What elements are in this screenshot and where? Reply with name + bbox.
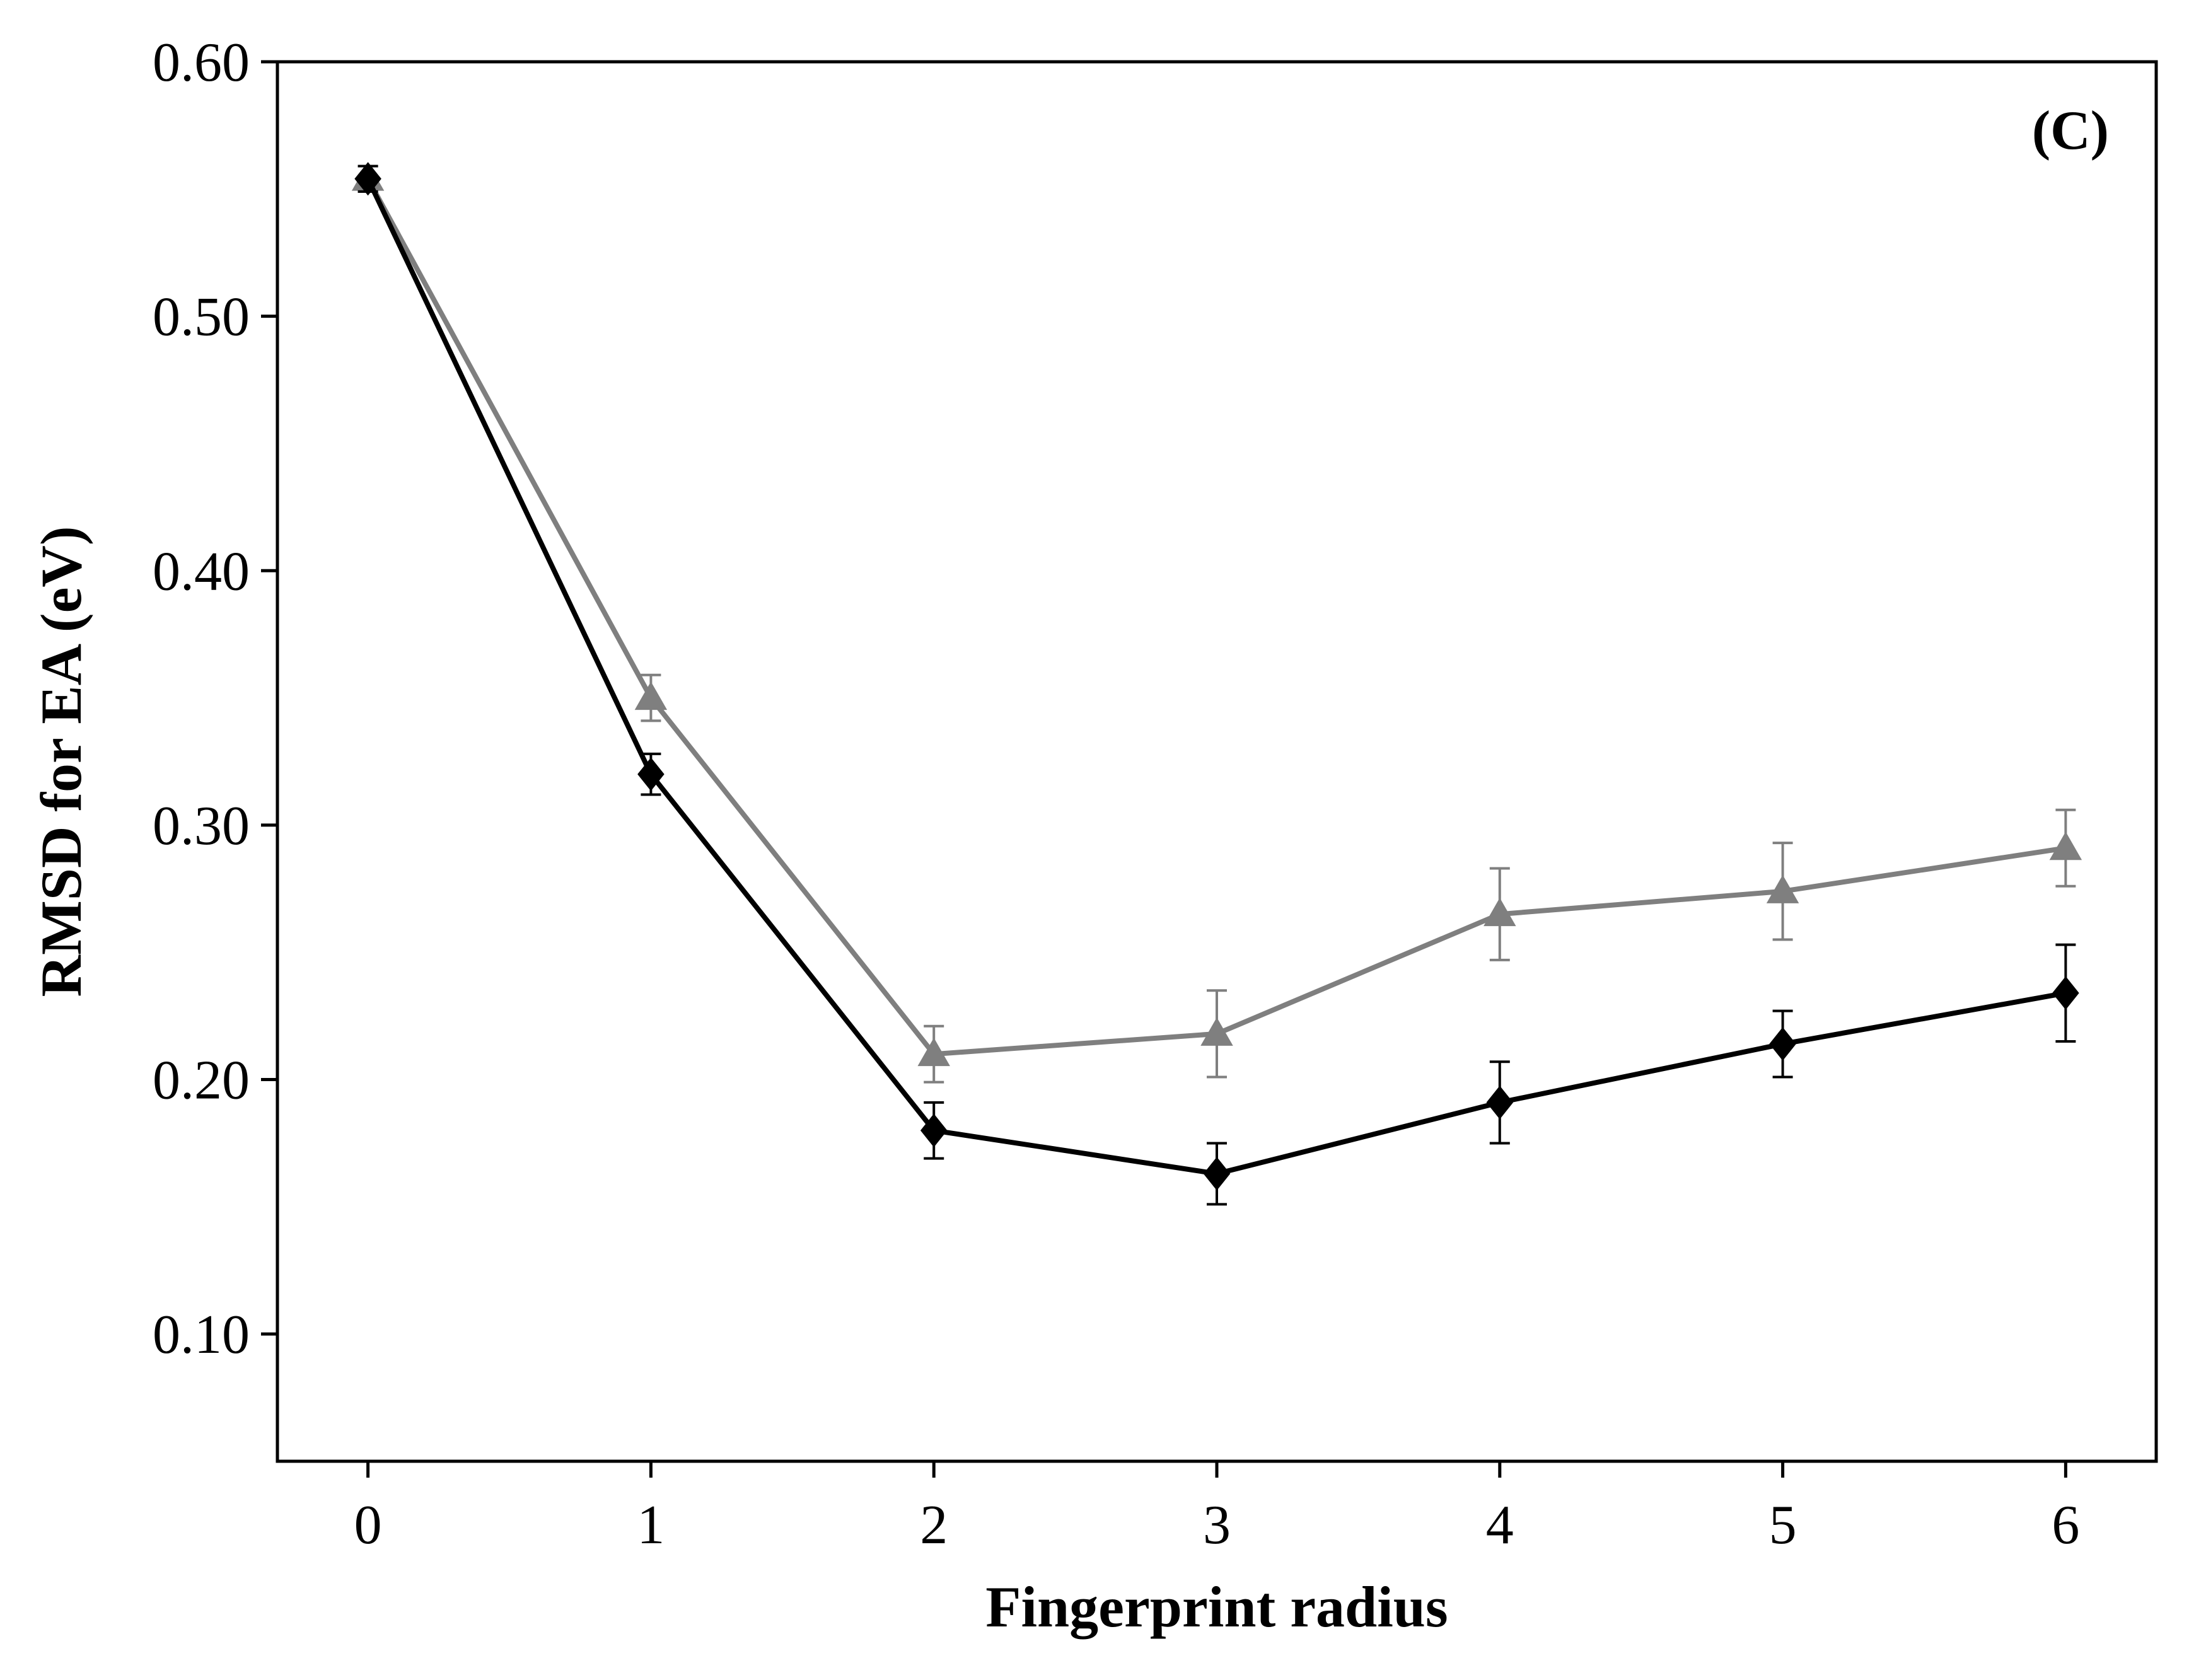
data-point-triangle bbox=[1766, 874, 1799, 903]
data-point-diamond bbox=[2052, 976, 2079, 1010]
x-tick-label: 5 bbox=[1769, 1495, 1797, 1556]
x-axis-title: Fingerprint radius bbox=[985, 1575, 1448, 1639]
y-tick-label: 0.20 bbox=[153, 1050, 250, 1111]
data-point-triangle bbox=[634, 681, 668, 710]
data-point-triangle bbox=[2049, 831, 2082, 860]
series-diamond bbox=[354, 162, 2079, 1206]
x-tick-label: 4 bbox=[1486, 1495, 1514, 1556]
data-point-diamond bbox=[920, 1113, 948, 1147]
y-tick-label: 0.30 bbox=[153, 796, 250, 857]
plot-layer bbox=[351, 162, 2082, 1206]
data-point-triangle bbox=[1484, 898, 1516, 927]
x-tick-label: 6 bbox=[2052, 1495, 2079, 1556]
y-tick-label: 0.10 bbox=[153, 1304, 250, 1365]
x-tick-label: 0 bbox=[354, 1495, 382, 1556]
y-tick-label: 0.60 bbox=[153, 32, 250, 93]
data-point-diamond bbox=[1203, 1157, 1231, 1191]
y-axis-title: RMSD for EA (eV) bbox=[29, 526, 93, 997]
x-tick-label: 1 bbox=[637, 1495, 665, 1556]
y-tick-label: 0.50 bbox=[153, 287, 250, 348]
data-point-diamond bbox=[637, 757, 665, 791]
x-axis: 0 1 2 3 4 5 6 bbox=[354, 1461, 2079, 1556]
data-point-diamond bbox=[1769, 1027, 1796, 1061]
data-point-triangle bbox=[1200, 1017, 1233, 1046]
panel-label: (C) bbox=[2032, 100, 2109, 161]
series-line bbox=[366, 177, 2066, 1057]
data-point-diamond bbox=[1486, 1086, 1514, 1120]
x-tick-label: 3 bbox=[1203, 1495, 1231, 1556]
y-tick-label: 0.40 bbox=[153, 541, 250, 602]
plot-frame bbox=[276, 60, 2158, 1463]
x-tick-label: 2 bbox=[920, 1495, 948, 1556]
data-point-diamond bbox=[354, 162, 381, 196]
series-triangle bbox=[351, 162, 2082, 1084]
data-point-triangle bbox=[917, 1038, 950, 1067]
y-axis: 0.10 0.20 0.30 0.40 0.50 0.60 bbox=[153, 32, 277, 1365]
